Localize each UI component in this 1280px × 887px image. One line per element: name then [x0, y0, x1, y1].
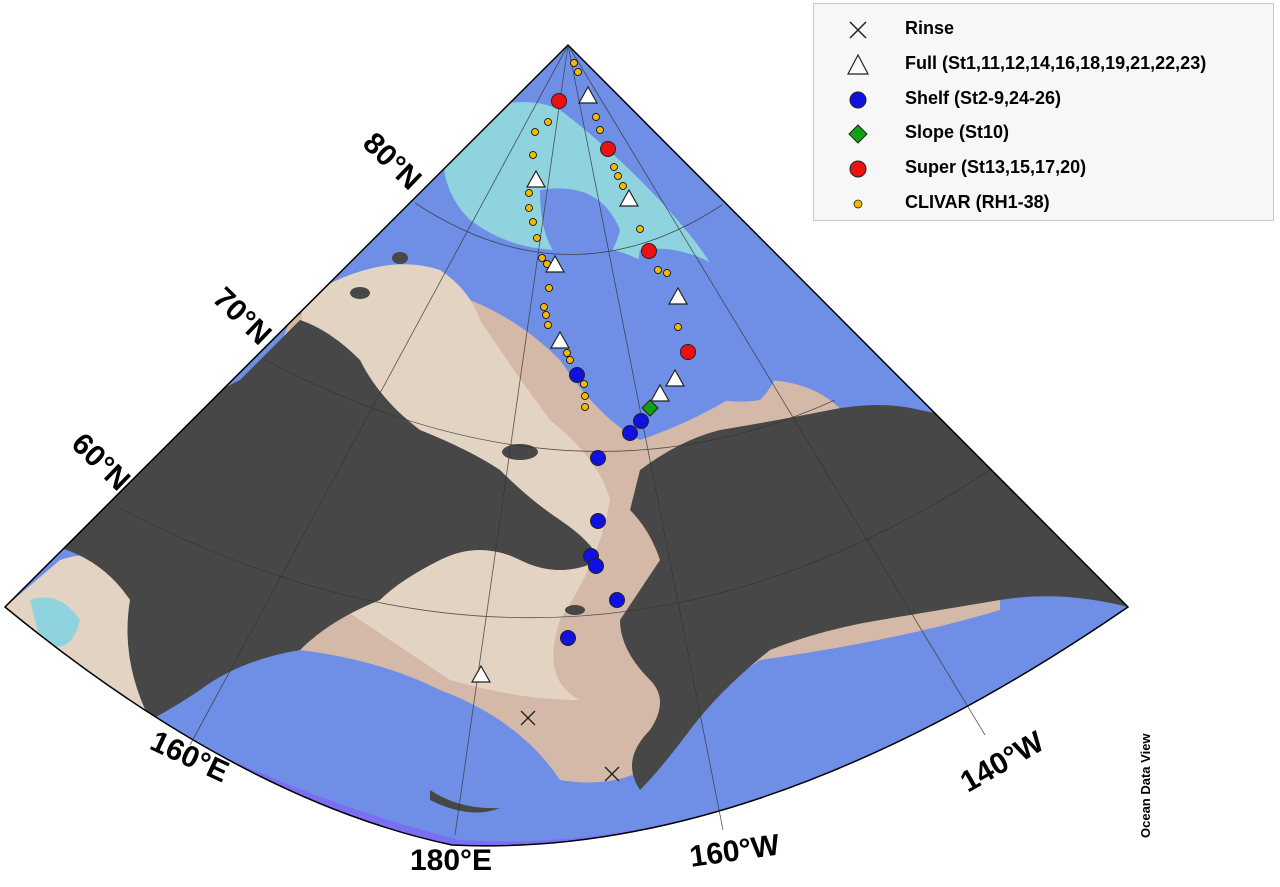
super-stations	[551, 93, 696, 360]
red-circle-icon	[849, 160, 867, 178]
legend-label: Slope (St10)	[905, 122, 1010, 142]
lat-label-80n: 80°N	[356, 126, 427, 196]
rinse-stations	[520, 710, 620, 782]
st-lawrence-island	[565, 605, 585, 615]
slope-station	[641, 399, 659, 417]
aleutian-chain	[430, 790, 500, 813]
legend-item-slope: Slope (St10)	[814, 116, 1273, 150]
legend-label: Full (St1,11,12,14,16,18,19,21,22,23)	[905, 53, 1207, 73]
canada-basin	[637, 248, 780, 402]
shelf-stations	[560, 367, 649, 646]
meridian-160w	[567, 44, 724, 831]
small-yellow-circle-icon	[853, 199, 863, 209]
parallel-80n	[414, 202, 723, 255]
triangle-icon	[847, 53, 869, 75]
legend-item-full: Full (St1,11,12,14,16,18,19,21,22,23)	[814, 47, 1273, 81]
blue-circle-icon	[849, 91, 867, 109]
okhotsk-shallow	[30, 597, 80, 647]
land-alaska	[620, 390, 1128, 790]
x-mark-icon	[849, 21, 867, 39]
meridian-160e	[189, 44, 569, 746]
parallel-70n	[264, 359, 836, 452]
legend-label: Rinse	[905, 18, 955, 38]
arctic-island	[350, 287, 370, 299]
legend-item-shelf: Shelf (St2-9,24-26)	[814, 82, 1273, 116]
legend-item-super: Super (St13,15,17,20)	[814, 151, 1273, 185]
wrangel-island	[502, 444, 538, 460]
meridian-180e	[454, 44, 569, 836]
graticule	[119, 44, 991, 836]
lon-label-140w: 140°W	[955, 725, 1050, 799]
clivar-stations	[525, 59, 682, 411]
lon-label-160w: 160°W	[688, 828, 783, 873]
land-siberia	[5, 320, 600, 720]
map-frame	[3, 43, 1130, 847]
watermark: Ocean Data View	[1138, 733, 1153, 838]
legend: Rinse Full (St1,11,12,14,16,18,19,21,22,…	[813, 3, 1274, 221]
lat-label-70n: 70°N	[206, 281, 277, 351]
arctic-island-2	[392, 252, 408, 264]
diamond-icon	[848, 124, 868, 144]
full-stations	[470, 85, 689, 683]
legend-item-clivar: CLIVAR (RH1-38)	[814, 186, 1273, 220]
legend-label: Super (St13,15,17,20)	[905, 157, 1087, 177]
legend-item-rinse: Rinse	[814, 12, 1273, 46]
legend-label: CLIVAR (RH1-38)	[905, 192, 1050, 212]
lon-label-180e: 180°E	[410, 844, 492, 877]
legend-label: Shelf (St2-9,24-26)	[905, 88, 1062, 108]
okhotsk-shelf	[5, 555, 154, 720]
meridian-140w	[567, 44, 986, 736]
